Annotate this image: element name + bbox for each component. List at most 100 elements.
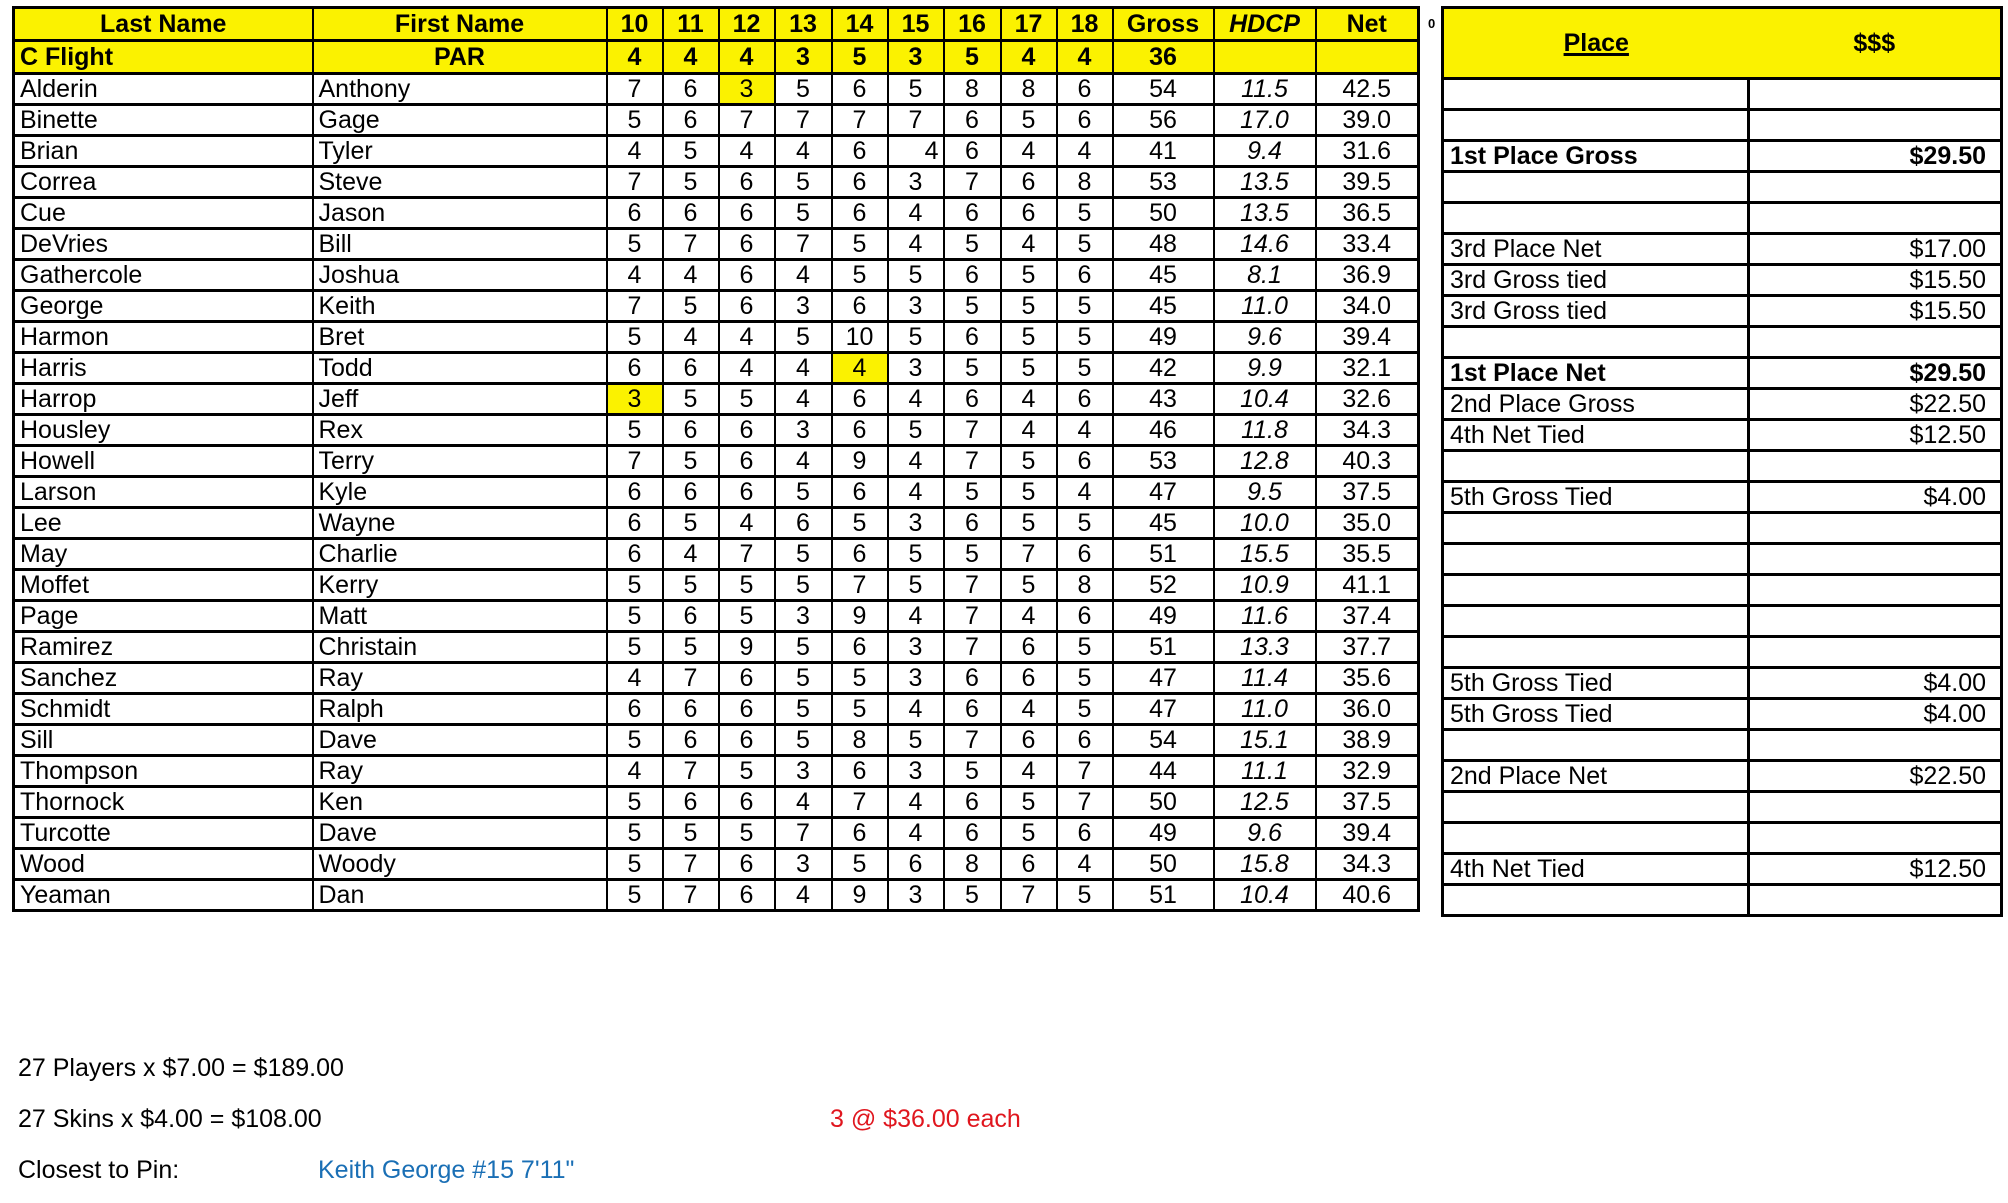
- score-hole-12: 6: [717, 475, 776, 509]
- gross-score: 47: [1111, 692, 1215, 726]
- score-hole-18: 6: [1055, 72, 1114, 106]
- prize-place: [1441, 108, 1750, 142]
- score-hole-13: 3: [773, 847, 833, 881]
- score-hole-16: 7: [942, 568, 1002, 602]
- table-row: Gathercole Joshua 4 4 6 4 5 5 6 5 6 45 8.1 36.9: [12, 258, 1420, 292]
- prize-place: [1441, 821, 1750, 855]
- prize-place: 2nd Place Gross: [1441, 387, 1750, 421]
- score-hole-11: 6: [661, 103, 720, 137]
- prize-place: [1441, 604, 1750, 638]
- score-hole-10: 7: [605, 72, 664, 106]
- prize-row: [1441, 635, 2003, 669]
- score-hole-14: 6: [830, 134, 889, 168]
- score-hole-15: 5: [886, 723, 945, 757]
- net-score: 42.5: [1314, 72, 1420, 106]
- prize-row: 1st Place Net $29.50: [1441, 356, 2003, 390]
- table-row: Turcotte Dave 5 5 5 7 6 4 6 5 6 49 9.6 39.4: [12, 816, 1420, 850]
- first-name: Gage: [311, 103, 608, 137]
- score-hole-12: 5: [717, 568, 776, 602]
- score-hole-12: 6: [717, 444, 776, 478]
- score-hole-12: 4: [717, 351, 776, 385]
- prize-amount: [1747, 170, 2003, 204]
- score-hole-15: 4: [886, 444, 945, 478]
- prize-amount: [1747, 635, 2003, 669]
- score-hole-15: 3: [886, 630, 945, 664]
- header-last-name: Last Name: [12, 6, 314, 42]
- header-hdcp: HDCP: [1212, 6, 1317, 42]
- first-name: Terry: [311, 444, 608, 478]
- handicap: 9.4: [1212, 134, 1317, 168]
- net-score: 35.6: [1314, 661, 1420, 695]
- prize-place: [1441, 170, 1750, 204]
- score-hole-12: 6: [717, 165, 776, 199]
- prize-row: [1441, 573, 2003, 607]
- score-hole-17: 5: [999, 444, 1058, 478]
- prize-amount: [1747, 201, 2003, 235]
- net-score: 39.5: [1314, 165, 1420, 199]
- score-hole-13: 3: [773, 289, 833, 323]
- prize-row: [1441, 542, 2003, 576]
- first-name: Bret: [311, 320, 608, 354]
- score-hole-10: 4: [605, 754, 664, 788]
- score-hole-11: 6: [661, 351, 720, 385]
- score-hole-18: 7: [1055, 754, 1114, 788]
- first-name: Charlie: [311, 537, 608, 571]
- score-hole-17: 4: [999, 382, 1058, 416]
- handicap: 11.4: [1212, 661, 1317, 695]
- score-hole-17: 4: [999, 599, 1058, 633]
- table-row: Housley Rex 5 6 6 3 6 5 7 4 4 46 11.8 34.3: [12, 413, 1420, 447]
- gross-score: 43: [1111, 382, 1215, 416]
- gross-score: 45: [1111, 258, 1215, 292]
- score-hole-18: 6: [1055, 382, 1114, 416]
- score-hole-13: 4: [773, 134, 833, 168]
- score-hole-16: 5: [942, 878, 1002, 912]
- handicap: 13.3: [1212, 630, 1317, 664]
- score-hole-10: 7: [605, 165, 664, 199]
- prize-row: [1441, 883, 2003, 917]
- prize-row: 5th Gross Tied $4.00: [1441, 666, 2003, 700]
- prize-place: [1441, 449, 1750, 483]
- score-hole-15: 4: [886, 382, 945, 416]
- score-hole-10: 4: [605, 134, 664, 168]
- prize-amount: $4.00: [1747, 666, 2003, 700]
- par-hole-16: 5: [942, 39, 1002, 75]
- score-hole-13: 7: [773, 103, 833, 137]
- prize-amount: $12.50: [1747, 418, 2003, 452]
- par-hole-13: 3: [773, 39, 833, 75]
- table-row: Sanchez Ray 4 7 6 5 5 3 6 6 5 47 11.4 35.6: [12, 661, 1420, 695]
- score-hole-17: 5: [999, 475, 1058, 509]
- par-label: PAR: [311, 39, 608, 75]
- score-hole-10: 3: [605, 382, 664, 416]
- score-hole-18: 5: [1055, 506, 1114, 540]
- first-name: Tyler: [311, 134, 608, 168]
- score-hole-10: 5: [605, 413, 664, 447]
- score-hole-10: 6: [605, 475, 664, 509]
- score-hole-17: 6: [999, 723, 1058, 757]
- handicap: 10.4: [1212, 878, 1317, 912]
- score-hole-16: 6: [942, 816, 1002, 850]
- last-name: Sanchez: [12, 661, 314, 695]
- handicap: 15.5: [1212, 537, 1317, 571]
- gross-score: 49: [1111, 816, 1215, 850]
- score-hole-16: 6: [942, 692, 1002, 726]
- handicap: 11.8: [1212, 413, 1317, 447]
- net-score: 32.6: [1314, 382, 1420, 416]
- score-hole-14: 7: [830, 103, 889, 137]
- prize-amount: [1747, 728, 2003, 762]
- score-hole-12: 6: [717, 785, 776, 819]
- score-hole-17: 7: [999, 878, 1058, 912]
- first-name: Dave: [311, 723, 608, 757]
- net-score: 34.3: [1314, 413, 1420, 447]
- par-hole-10: 4: [605, 39, 664, 75]
- score-hole-15: 6: [886, 847, 945, 881]
- net-score: 37.7: [1314, 630, 1420, 664]
- score-hole-13: 3: [773, 413, 833, 447]
- score-hole-11: 7: [661, 227, 720, 261]
- score-hole-14: 5: [830, 661, 889, 695]
- prize-amount: $15.50: [1747, 263, 2003, 297]
- gross-score: 48: [1111, 227, 1215, 261]
- score-hole-14: 5: [830, 227, 889, 261]
- score-hole-18: 5: [1055, 692, 1114, 726]
- score-hole-17: 4: [999, 413, 1058, 447]
- score-hole-16: 5: [942, 475, 1002, 509]
